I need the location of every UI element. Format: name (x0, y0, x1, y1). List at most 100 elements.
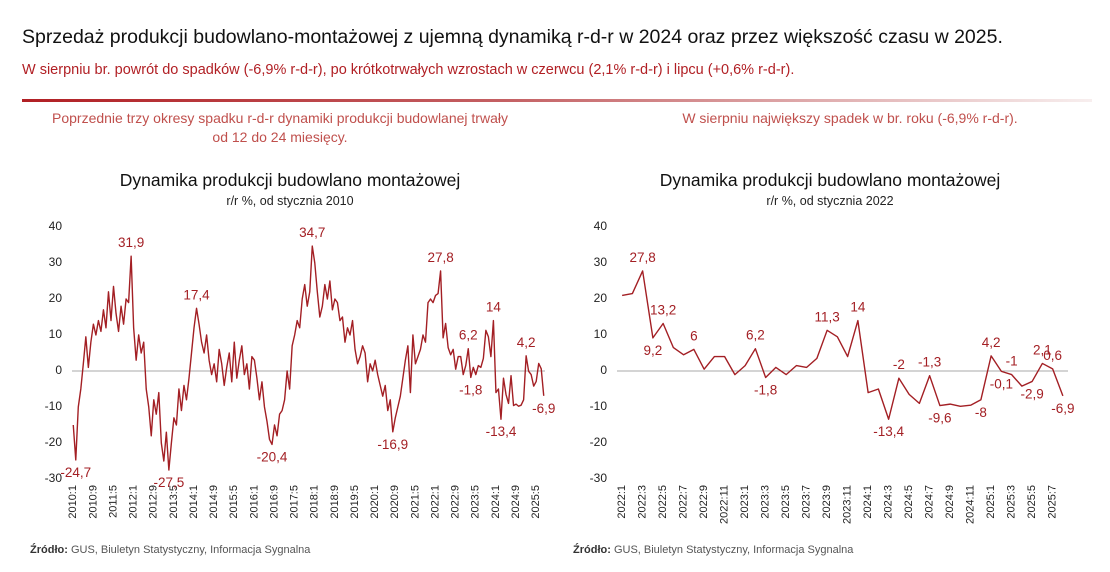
data-label: 34,7 (299, 225, 325, 240)
data-line (72, 245, 545, 471)
data-label: 4,2 (982, 335, 1001, 350)
x-tick-label: 2013:5 (168, 485, 180, 519)
y-tick-label: -20 (45, 435, 63, 449)
x-tick-label: 2014:9 (208, 485, 220, 519)
data-label: 9,2 (643, 343, 662, 358)
data-label: 14 (850, 300, 866, 315)
y-tick-label: -30 (590, 471, 608, 485)
y-tick-label: 40 (594, 219, 608, 233)
y-tick-label: 30 (594, 255, 608, 269)
data-label: 6,2 (746, 328, 765, 343)
source-label: Źródło: (30, 544, 68, 556)
x-tick-label: 2025:5 (1026, 485, 1038, 519)
data-label: -2,9 (1020, 386, 1043, 401)
data-label: -27,5 (153, 475, 184, 490)
data-label: -0,1 (990, 376, 1013, 391)
x-tick-label: 2014:1 (188, 485, 200, 519)
y-tick-label: -30 (45, 471, 63, 485)
x-tick-label: 2023:3 (760, 485, 772, 519)
data-label: 0,6 (1043, 348, 1062, 363)
divider (22, 99, 1092, 102)
x-tick-label: 2017:5 (289, 485, 301, 519)
data-label: 6,2 (459, 328, 478, 343)
y-tick-label: 0 (600, 363, 607, 377)
x-tick-label: 2022:11 (719, 485, 731, 524)
data-label: 2,1 (1033, 342, 1052, 357)
y-tick-label: 20 (594, 291, 608, 305)
data-label: 31,9 (118, 235, 144, 250)
x-tick-label: 2016:9 (268, 485, 280, 519)
source: Źródło: GUS, Biuletyn Statystyczny, Info… (573, 544, 853, 556)
x-tick-label: 2010:9 (87, 485, 99, 519)
data-label: 4,2 (517, 335, 536, 350)
note: Poprzednie trzy okresy spadku r-d-r dyna… (52, 110, 508, 145)
source: Źródło: GUS, Biuletyn Statystyczny, Info… (30, 544, 310, 556)
y-tick-label: 30 (49, 255, 63, 269)
data-label: -13,4 (486, 424, 517, 439)
x-tick-label: 2012:1 (128, 485, 140, 519)
x-tick-label: 2024:1 (490, 485, 502, 519)
y-tick-label: 10 (594, 327, 608, 341)
x-tick-label: 2023:5 (780, 485, 792, 519)
y-tick-label: 10 (49, 327, 63, 341)
y-tick-label: 40 (49, 219, 63, 233)
y-tick-label: -10 (45, 399, 63, 413)
x-tick-label: 2025:1 (985, 485, 997, 519)
source-text: GUS, Biuletyn Statystyczny, Informacja S… (613, 544, 854, 556)
chart-title: Dynamika produkcji budowlano montażowej (120, 170, 460, 190)
y-tick-label: 20 (49, 291, 63, 305)
data-label: -1,8 (754, 382, 777, 397)
x-tick-label: 2024:11 (965, 485, 977, 524)
x-tick-label: 2024:1 (862, 485, 874, 519)
x-tick-label: 2021:5 (409, 485, 421, 519)
x-tick-label: 2023:7 (801, 485, 813, 519)
x-tick-label: 2022:3 (637, 485, 649, 519)
x-tick-label: 2024:7 (924, 485, 936, 519)
source-label: Źródło: (573, 544, 611, 556)
x-tick-label: 2025:5 (530, 485, 542, 519)
x-tick-label: 2018:9 (329, 485, 341, 519)
data-label: -1 (1006, 354, 1018, 369)
data-label: -1,3 (918, 355, 941, 370)
chart-subtitle: r/r %, od stycznia 2010 (226, 194, 353, 208)
data-label: -1,8 (459, 382, 482, 397)
x-tick-label: 2025:7 (1047, 485, 1059, 519)
data-label: -2 (893, 357, 905, 372)
data-label: -6,9 (532, 401, 555, 416)
data-label: -6,9 (1051, 401, 1074, 416)
x-tick-label: 2023:9 (821, 485, 833, 519)
data-label: 14 (486, 300, 502, 315)
x-tick-label: 2012:9 (148, 485, 160, 519)
x-tick-label: 2024:9 (944, 485, 956, 519)
x-tick-label: 2020:1 (369, 485, 381, 519)
data-label: -24,7 (60, 465, 91, 480)
x-tick-label: 2023:11 (842, 485, 854, 524)
note: W sierpniu największy spadek w br. roku … (682, 110, 1018, 126)
data-label: 6 (690, 328, 698, 343)
x-tick-label: 2015:5 (228, 485, 240, 519)
x-tick-label: 2011:5 (107, 485, 119, 518)
x-tick-label: 2024:5 (903, 485, 915, 519)
data-label: -16,9 (377, 437, 408, 452)
data-line (622, 270, 1064, 420)
data-label: 13,2 (650, 302, 676, 317)
data-label: -8 (975, 405, 987, 420)
chart-subtitle: r/r %, od stycznia 2022 (766, 194, 893, 208)
data-label: -9,6 (928, 411, 951, 426)
data-label: 11,3 (814, 309, 839, 324)
page-subtitle: W sierpniu br. powrót do spadków (-6,9% … (22, 62, 795, 78)
x-tick-label: 2022:9 (698, 485, 710, 519)
data-label: -20,4 (257, 449, 288, 464)
x-tick-label: 2024:3 (883, 485, 895, 519)
source-text: GUS, Biuletyn Statystyczny, Informacja S… (70, 544, 311, 556)
x-tick-label: 2023:1 (739, 485, 751, 519)
data-label: 27,8 (629, 250, 655, 265)
x-tick-label: 2022:7 (678, 485, 690, 519)
x-tick-label: 2022:5 (657, 485, 669, 519)
x-tick-label: 2010:1 (67, 485, 79, 519)
chart-title: Dynamika produkcji budowlano montażowej (660, 170, 1000, 190)
x-tick-label: 2022:1 (616, 485, 628, 519)
x-tick-label: 2020:9 (389, 485, 401, 519)
